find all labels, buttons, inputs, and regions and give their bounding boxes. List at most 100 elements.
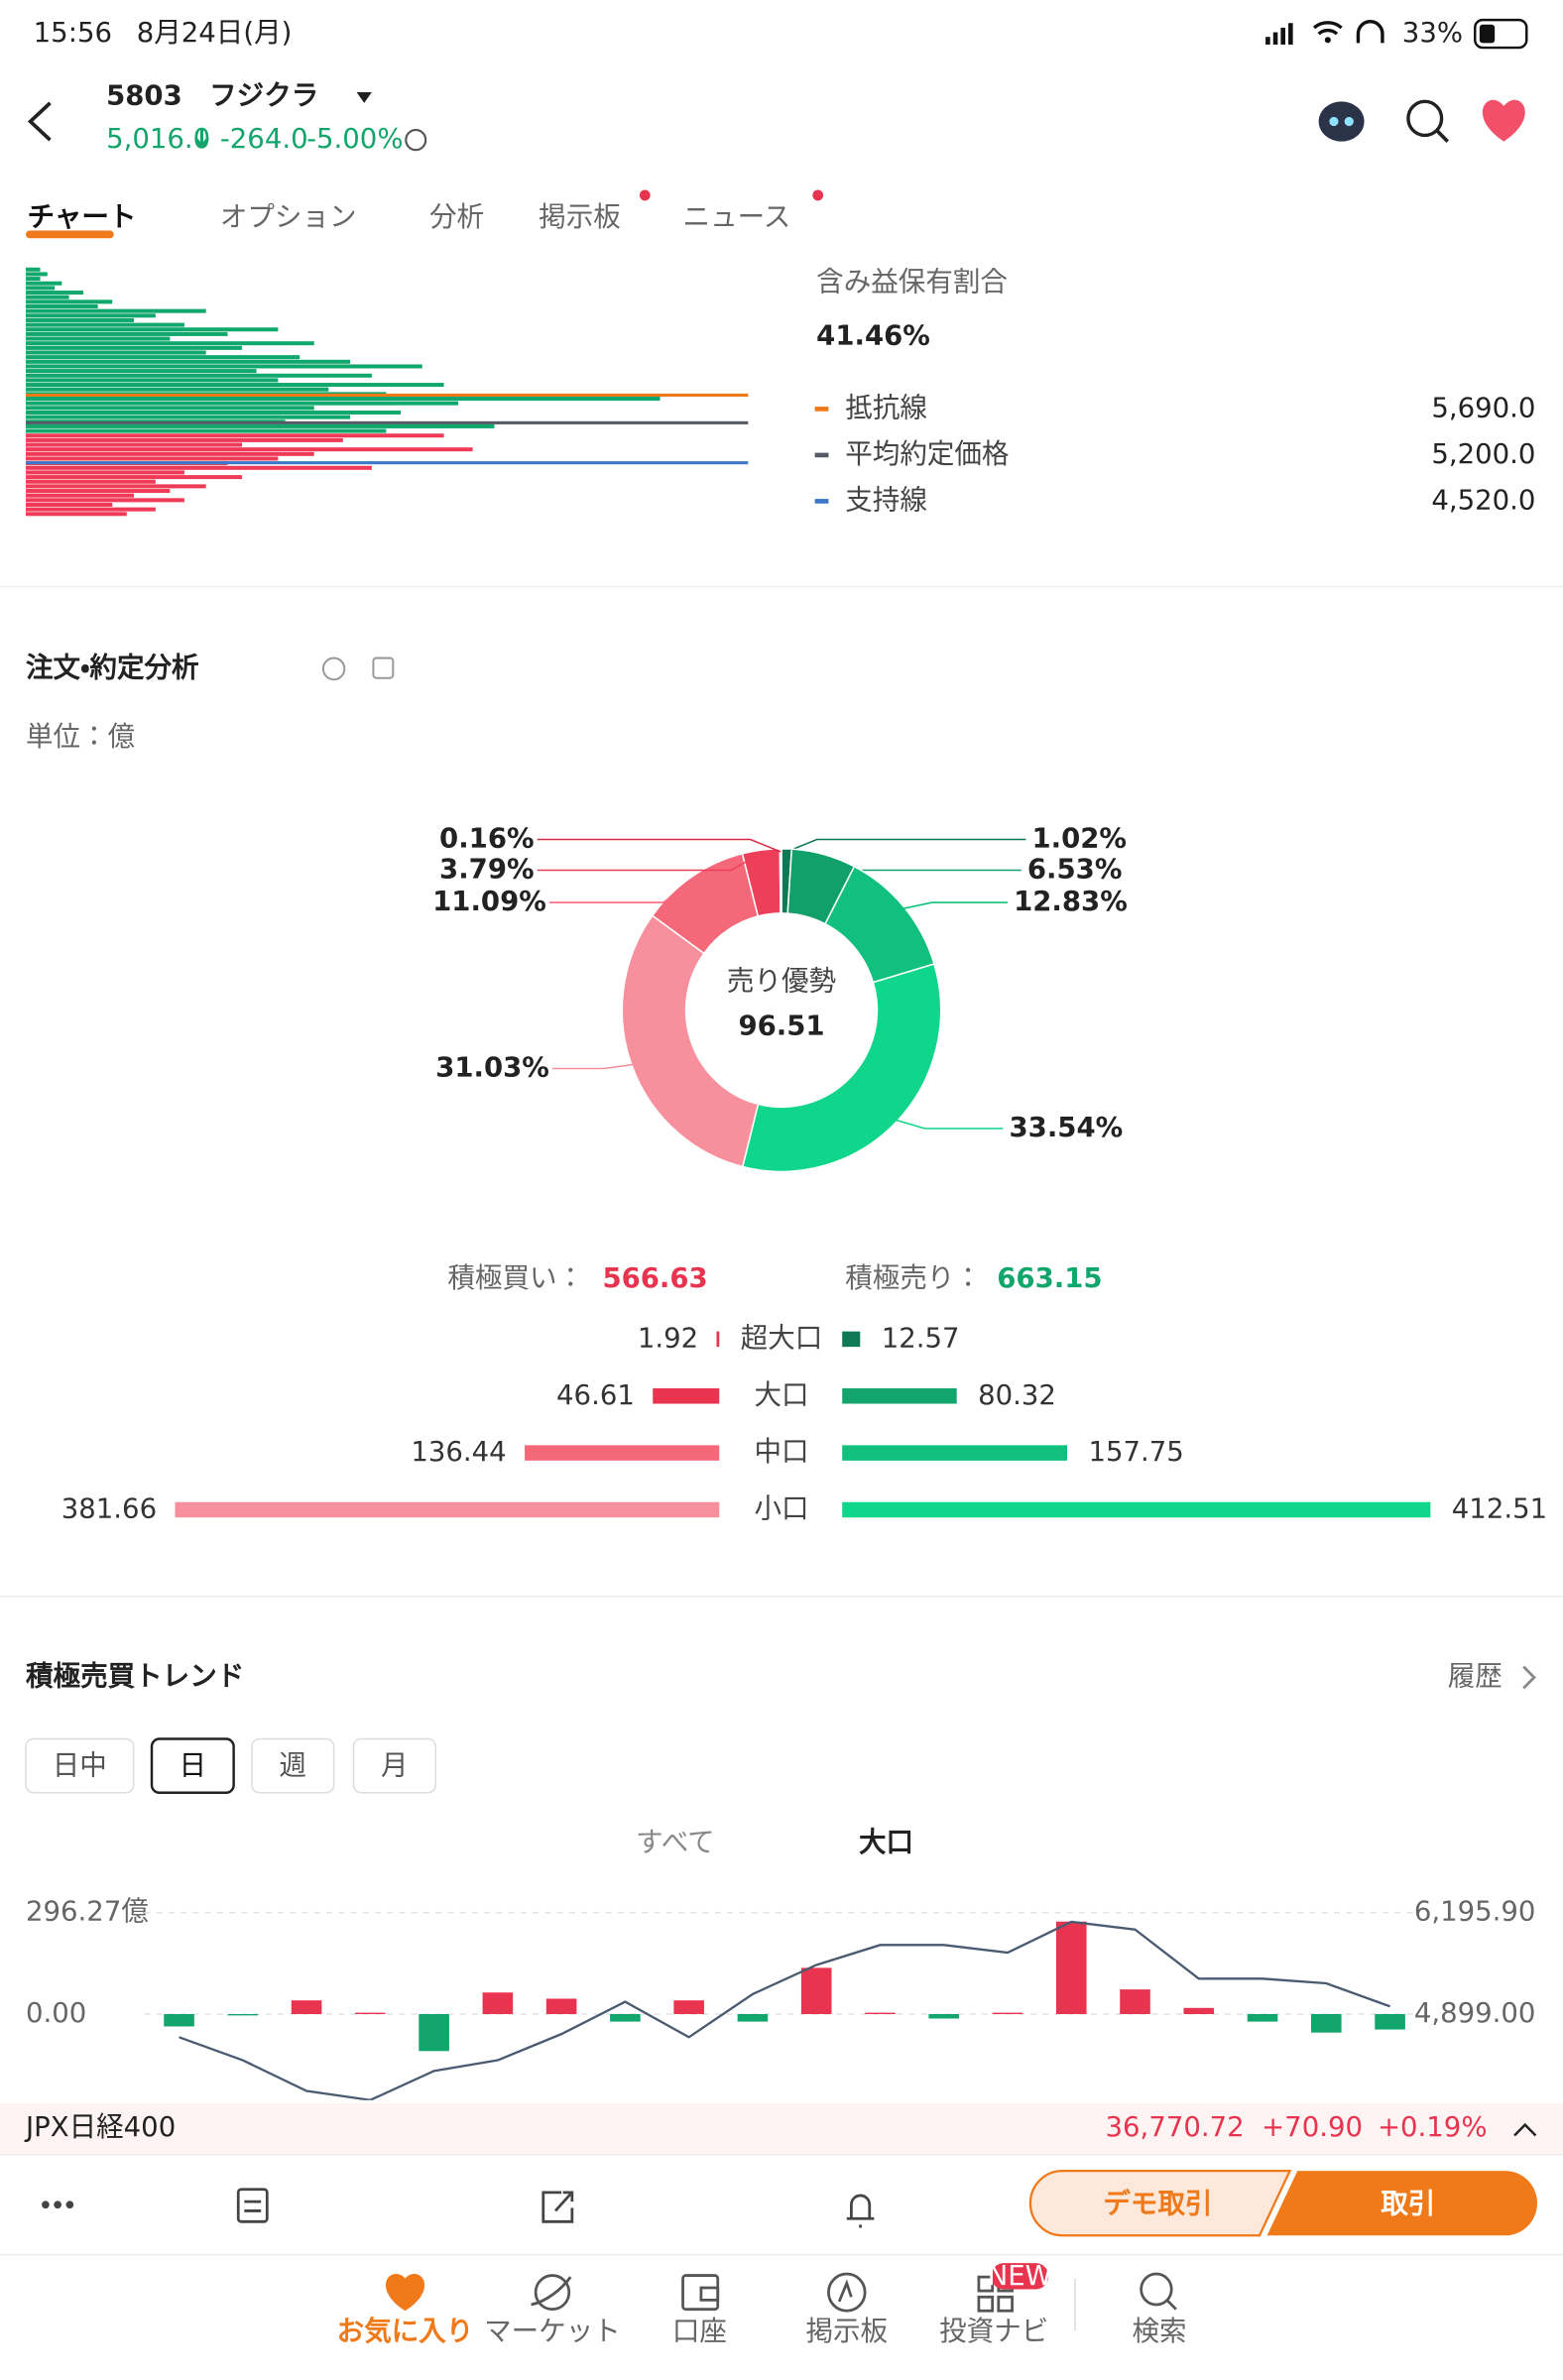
slice-label: 31.03% <box>435 1050 549 1083</box>
robot-icon[interactable] <box>1318 101 1365 142</box>
period-button[interactable] <box>25 1737 135 1794</box>
badge-label: NEW <box>988 2259 1052 2292</box>
period-label[interactable]: 日 <box>180 1748 207 1781</box>
divider <box>0 1596 1563 1598</box>
period-label[interactable]: 月 <box>381 1748 409 1781</box>
profile-bar <box>26 502 113 508</box>
trade-label[interactable]: 取引 <box>1381 2187 1435 2219</box>
profile-bar <box>26 267 41 272</box>
legend-value: 5,690.0 <box>1431 391 1535 423</box>
buy-bar <box>525 1445 720 1461</box>
profile-bar <box>26 493 135 498</box>
donut-slice <box>621 914 760 1168</box>
demo-trade-button[interactable] <box>1028 2169 1292 2237</box>
change: -264.0 <box>220 122 308 155</box>
nav-icons[interactable] <box>386 2272 1177 2313</box>
buy-total: 566.63 <box>602 1261 707 1294</box>
info-icon[interactable] <box>321 656 346 681</box>
profile-value: 41.46% <box>816 318 930 351</box>
period-button[interactable] <box>251 1737 335 1794</box>
leader-line <box>537 838 782 853</box>
tab[interactable]: ニュース <box>683 200 791 233</box>
value-label: 80.32 <box>978 1378 1056 1411</box>
value-label: 12.57 <box>882 1321 960 1354</box>
ticker-name: JPX日経400 <box>24 2110 176 2143</box>
bar <box>1120 1989 1150 2015</box>
nav-label[interactable]: お気に入り <box>337 2315 474 2347</box>
period-button[interactable] <box>352 1737 436 1794</box>
leader-line <box>785 838 1026 853</box>
dropdown-icon[interactable] <box>356 92 372 103</box>
profile-bar <box>26 484 206 489</box>
nav-label[interactable]: 投資ナビ <box>939 2315 1048 2347</box>
period-button[interactable] <box>150 1737 235 1794</box>
profile-bar <box>26 272 48 277</box>
new-badge <box>991 2263 1049 2290</box>
bar <box>737 2014 769 2022</box>
nav-label[interactable]: マーケット <box>484 2315 621 2347</box>
tab[interactable]: 掲示板 <box>539 200 621 233</box>
favorite-button[interactable] <box>1482 99 1525 142</box>
profile-bar <box>26 479 156 484</box>
bar <box>227 2014 259 2016</box>
history-link[interactable]: 履歴 <box>1448 1659 1503 1692</box>
trade-button[interactable] <box>1266 2171 1537 2236</box>
profile-bar <box>26 489 171 494</box>
profile-bar <box>26 456 279 461</box>
period-label[interactable]: 日中 <box>53 1748 107 1781</box>
legend-dash <box>814 452 829 458</box>
bar <box>992 2012 1023 2015</box>
leader-line <box>537 852 763 872</box>
legend-dash <box>814 499 829 504</box>
search-icon[interactable] <box>1406 99 1450 143</box>
subtab[interactable]: すべて <box>636 1826 715 1858</box>
change-pct: -5.00% <box>306 122 403 155</box>
category-label: 大口 <box>754 1378 808 1411</box>
value-label: 1.92 <box>638 1321 698 1354</box>
buy-bar <box>653 1388 720 1404</box>
profile-bar <box>26 465 372 470</box>
toolbar-icons[interactable] <box>42 2188 875 2228</box>
period-label[interactable]: 週 <box>280 1748 307 1781</box>
profile-bar <box>26 447 473 452</box>
bar <box>545 1998 577 2015</box>
bar <box>1055 1921 1087 2015</box>
profile-bar <box>26 470 184 475</box>
price-line <box>26 420 749 424</box>
value-label: 46.61 <box>556 1378 635 1411</box>
back-button[interactable] <box>27 101 52 142</box>
profile-title: 含み益保有割合 <box>816 265 1008 298</box>
legend-label: 積極売り： <box>845 1261 982 1294</box>
leader-line <box>894 1119 1004 1130</box>
profile-bar <box>26 364 422 369</box>
subtab[interactable]: 大口 <box>859 1826 913 1858</box>
profile-bar <box>26 345 243 350</box>
nav-label[interactable]: 口座 <box>672 2315 727 2347</box>
profile-bar <box>26 433 444 438</box>
status-icons <box>1265 18 1528 50</box>
bar <box>1247 2014 1278 2022</box>
tab[interactable]: チャート <box>28 200 137 233</box>
stock-code: 5803 <box>106 79 182 112</box>
profile-bar <box>26 327 279 332</box>
profile-bar <box>26 387 329 392</box>
nav-label[interactable]: 検索 <box>1132 2315 1186 2347</box>
tab[interactable]: 分析 <box>429 200 484 233</box>
price-line <box>26 393 749 397</box>
tab-underline <box>26 230 114 239</box>
profile-bar <box>26 428 387 433</box>
bar <box>1311 2014 1342 2033</box>
profile-bar <box>26 383 444 388</box>
share-icon[interactable] <box>372 656 395 679</box>
slice-label: 11.09% <box>432 885 546 917</box>
demo-label[interactable]: デモ取引 <box>1103 2187 1212 2219</box>
line <box>179 1920 1390 2100</box>
nav-label[interactable]: 掲示板 <box>805 2315 888 2347</box>
profile-bar <box>26 512 127 517</box>
bar <box>610 2014 641 2022</box>
bar <box>1375 2014 1405 2030</box>
expand-icon[interactable] <box>1513 2122 1537 2137</box>
tab[interactable]: オプション <box>220 200 357 233</box>
ticker-bar[interactable] <box>0 2102 1563 2155</box>
